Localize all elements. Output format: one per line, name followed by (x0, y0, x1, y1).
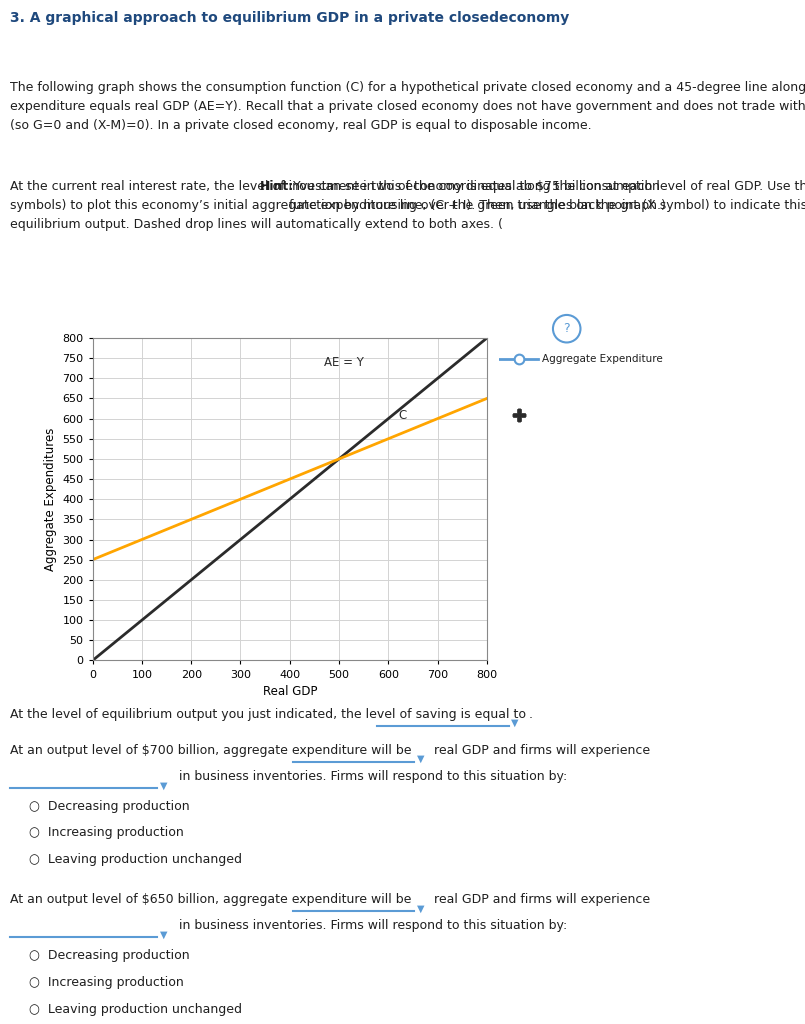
Text: Aggregate Expenditure: Aggregate Expenditure (542, 354, 663, 365)
Text: ?: ? (564, 323, 570, 335)
X-axis label: Real GDP: Real GDP (262, 685, 317, 698)
Text: ▼: ▼ (159, 930, 167, 940)
Text: ○  Increasing production: ○ Increasing production (29, 826, 184, 840)
Text: ○  Decreasing production: ○ Decreasing production (29, 949, 190, 962)
Text: in business inventories. Firms will respond to this situation by:: in business inventories. Firms will resp… (179, 920, 567, 933)
Text: Hint:: Hint: (260, 180, 295, 194)
Text: At an output level of $650 billion, aggregate expenditure will be: At an output level of $650 billion, aggr… (10, 893, 411, 906)
Text: You can see two of the coordinates along the consumption
function by mousing ove: You can see two of the coordinates along… (289, 180, 667, 212)
Text: ▼: ▼ (511, 718, 518, 728)
Text: The following graph shows the consumption function (C) for a hypothetical privat: The following graph shows the consumptio… (10, 81, 805, 132)
Text: ○  Decreasing production: ○ Decreasing production (29, 800, 190, 812)
Y-axis label: Aggregate Expenditures: Aggregate Expenditures (43, 427, 57, 571)
Text: ○  Leaving production unchanged: ○ Leaving production unchanged (29, 853, 242, 866)
Text: ▼: ▼ (159, 780, 167, 791)
Text: At the current real interest rate, the level of investment in this economy is eq: At the current real interest rate, the l… (10, 180, 805, 231)
Text: AE = Y: AE = Y (324, 356, 364, 369)
Text: C: C (398, 410, 407, 422)
Text: .: . (528, 708, 532, 721)
Text: ▼: ▼ (417, 903, 424, 913)
Text: 3. A graphical approach to equilibrium GDP in a private closedeconomy: 3. A graphical approach to equilibrium G… (10, 11, 569, 26)
Text: ○  Leaving production unchanged: ○ Leaving production unchanged (29, 1002, 242, 1016)
Text: in business inventories. Firms will respond to this situation by:: in business inventories. Firms will resp… (179, 770, 567, 783)
Text: ▼: ▼ (417, 755, 424, 764)
Text: At the level of equilibrium output you just indicated, the level of saving is eq: At the level of equilibrium output you j… (10, 708, 526, 721)
Text: ○  Increasing production: ○ Increasing production (29, 976, 184, 989)
Text: real GDP and firms will experience: real GDP and firms will experience (434, 893, 650, 906)
Text: real GDP and firms will experience: real GDP and firms will experience (434, 743, 650, 757)
Text: At an output level of $700 billion, aggregate expenditure will be: At an output level of $700 billion, aggr… (10, 743, 411, 757)
